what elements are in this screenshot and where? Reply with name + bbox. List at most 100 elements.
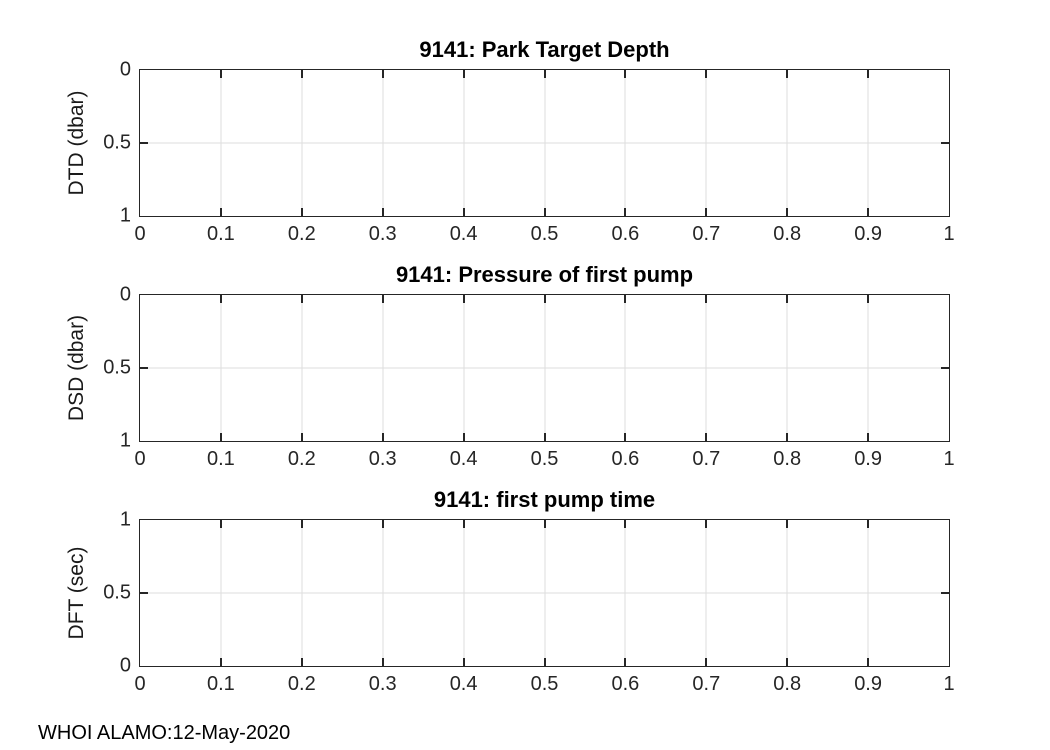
x-tick-label: 0.2 (287, 223, 316, 245)
x-tick-label: 0.3 (368, 448, 397, 470)
x-tick-mark (219, 70, 222, 78)
x-tick-mark (786, 433, 789, 441)
x-tick-mark (867, 433, 870, 441)
x-tick-label: 0.4 (449, 673, 478, 695)
x-tick-mark (381, 658, 384, 666)
y-tick-label: 0 (119, 58, 131, 81)
x-tick-label: 0.8 (773, 448, 802, 470)
y-gridline (140, 142, 949, 144)
subplot-1-plot-area: 0 0.1 0.2 0.3 0.4 0.5 0.6 0.7 0.8 0.9 1 0 0.5 1 9141: … (65, 37, 955, 245)
y-tick-label: 1 (119, 429, 131, 452)
x-tick-mark (543, 70, 546, 78)
y-gridline (140, 592, 949, 594)
x-tick-mark (300, 658, 303, 666)
x-tick-mark (300, 70, 303, 78)
y-tick-label: 0.5 (103, 131, 131, 154)
x-tick-mark (462, 295, 465, 303)
x-tick-label: 0.9 (854, 673, 882, 695)
x-tick-mark (543, 208, 546, 216)
x-tick-label: 0.5 (530, 673, 559, 695)
x-tick-mark (300, 295, 303, 303)
x-tick-mark (867, 295, 870, 303)
x-tick-label: 0.8 (773, 673, 802, 695)
y-tick-mark (140, 592, 148, 594)
y-tick-mark (941, 592, 949, 594)
y-tick-label: 0.5 (103, 581, 131, 604)
y-tick-label: 1 (119, 204, 131, 227)
y-tick-mark (140, 142, 148, 144)
subplot-3-y-axis-label: DFT (sec) (65, 546, 88, 640)
x-tick-label: 0.9 (854, 448, 882, 470)
x-tick-mark (300, 520, 303, 528)
x-tick-mark (867, 208, 870, 216)
subplot-2-plot-area: 0 0.1 0.2 0.3 0.4 0.5 0.6 0.7 0.8 0.9 1 0 0.5 1 9141: … (65, 262, 955, 470)
x-tick-mark (543, 433, 546, 441)
x-tick-label: 0.1 (206, 673, 235, 695)
x-tick-mark (624, 658, 627, 666)
x-tick-mark (381, 208, 384, 216)
x-tick-label: 0.6 (611, 673, 640, 695)
watermark-text: WHOI ALAMO:12-May-2020 (38, 722, 291, 744)
y-tick-label: 1 (119, 508, 131, 531)
x-tick-label: 0.8 (773, 223, 802, 245)
x-tick-mark (219, 433, 222, 441)
x-tick-mark (219, 208, 222, 216)
x-tick-label: 1 (943, 223, 955, 245)
x-tick-mark (219, 295, 222, 303)
y-tick-mark (941, 142, 949, 144)
y-tick-label: 0 (119, 654, 131, 677)
x-tick-mark (624, 295, 627, 303)
subplot-2-y-axis-label: DSD (dbar) (65, 314, 88, 422)
x-tick-mark (462, 70, 465, 78)
x-tick-mark (786, 658, 789, 666)
x-tick-label: 0.4 (449, 223, 478, 245)
x-tick-label: 0.7 (692, 223, 721, 245)
x-tick-label: 1 (943, 673, 955, 695)
x-tick-mark (705, 208, 708, 216)
x-tick-mark (543, 520, 546, 528)
x-tick-mark (786, 520, 789, 528)
y-tick-label: 0.5 (103, 356, 131, 379)
y-gridline (140, 367, 949, 369)
x-tick-mark (543, 658, 546, 666)
x-tick-mark (705, 295, 708, 303)
x-tick-label: 1 (943, 448, 955, 470)
x-tick-mark (705, 70, 708, 78)
x-tick-label: 0.3 (368, 673, 397, 695)
x-tick-label: 0.6 (611, 448, 640, 470)
x-tick-mark (381, 295, 384, 303)
x-tick-mark (705, 520, 708, 528)
x-tick-mark (462, 658, 465, 666)
x-tick-mark (300, 208, 303, 216)
y-tick-mark (140, 367, 148, 369)
x-tick-mark (462, 520, 465, 528)
subplot-2-title: 9141: Pressure of first pump (395, 262, 694, 287)
x-tick-label: 0.1 (206, 223, 235, 245)
x-tick-mark (219, 520, 222, 528)
x-tick-label: 0.4 (449, 448, 478, 470)
x-tick-label: 0.7 (692, 448, 721, 470)
x-tick-mark (381, 520, 384, 528)
x-tick-mark (705, 433, 708, 441)
x-tick-mark (867, 520, 870, 528)
x-tick-mark (867, 70, 870, 78)
x-tick-mark (543, 295, 546, 303)
subplot-1-title: 9141: Park Target Depth (419, 37, 670, 62)
x-tick-label: 0.3 (368, 223, 397, 245)
x-tick-mark (624, 433, 627, 441)
x-tick-label: 0.2 (287, 448, 316, 470)
x-tick-label: 0 (134, 223, 146, 245)
x-tick-mark (786, 208, 789, 216)
x-tick-mark (381, 70, 384, 78)
x-tick-mark (462, 433, 465, 441)
x-tick-mark (624, 208, 627, 216)
x-tick-label: 0.9 (854, 223, 882, 245)
x-tick-label: 0.2 (287, 673, 316, 695)
x-tick-label: 0.5 (530, 448, 559, 470)
x-tick-label: 0 (134, 673, 146, 695)
x-tick-mark (867, 658, 870, 666)
x-tick-mark (705, 658, 708, 666)
y-tick-label: 0 (119, 283, 131, 306)
x-tick-label: 0 (134, 448, 146, 470)
